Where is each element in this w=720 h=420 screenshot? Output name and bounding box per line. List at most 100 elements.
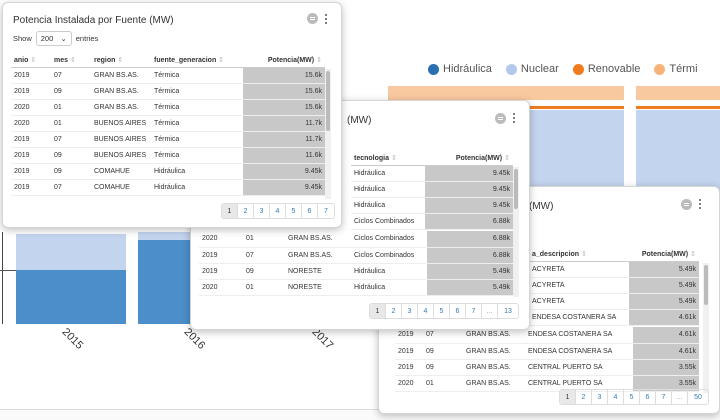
- column-header-mes[interactable]: mes ⇕: [51, 53, 91, 68]
- column-header-region[interactable]: region ⇕: [91, 53, 151, 68]
- table-row: 2019 09 GRAN BS.AS. ENDESA COSTANERA SA 4.61…: [395, 343, 699, 360]
- column-header[interactable]: Potencia(MW) ⇕: [629, 247, 699, 262]
- filter-icon[interactable]: [495, 113, 506, 124]
- legend-item-termica[interactable]: Térmi: [654, 63, 698, 75]
- table-row: 2019 09 COMAHUE Hidráulica 9.45k: [11, 163, 325, 180]
- page-button[interactable]: 3: [592, 390, 608, 404]
- y-axis: [2, 232, 3, 324]
- page-button[interactable]: 4: [270, 204, 286, 218]
- column-header[interactable]: tecnologia ⇕: [351, 151, 425, 166]
- pagination: 1 2 3 4 5 6 7 ... 50: [559, 389, 709, 405]
- page-ellipsis: ...: [482, 304, 498, 318]
- column-header-potencia[interactable]: Potencia(MW) ⇕: [243, 53, 325, 68]
- chart-bar-hidraulica: [138, 240, 198, 324]
- more-options-icon[interactable]: [325, 14, 328, 26]
- data-table: 2020 01 GRAN BS.AS. Ciclos Combinados 6.88k …: [199, 231, 513, 296]
- entries-label: entries: [75, 34, 99, 43]
- chart-bar-termica: [388, 86, 624, 100]
- page-button[interactable]: 6: [302, 204, 318, 218]
- legend-dot: [505, 63, 517, 75]
- legend-label: Hidráulica: [443, 63, 492, 75]
- legend-label: Renovable: [587, 63, 641, 75]
- table-row: 2020 01 GRAN BS.AS. Térmica 15.6k: [11, 99, 325, 116]
- page-button[interactable]: 6: [450, 304, 466, 318]
- table-row: Hidráulica 9.45k: [351, 181, 513, 198]
- filter-icon[interactable]: [307, 13, 318, 24]
- page-button[interactable]: 13: [504, 307, 512, 315]
- table-row: Hidráulica 9.45k: [351, 165, 513, 182]
- page-button[interactable]: 1: [560, 390, 576, 404]
- column-header[interactable]: Potencia(MW) ⇕: [425, 151, 513, 166]
- page-button[interactable]: 1: [222, 204, 238, 218]
- table-row: 2019 09 GRAN BS.AS. Térmica 15.6k: [11, 83, 325, 100]
- chart-bar-renovable: [636, 106, 720, 109]
- chart-bar-termica: [636, 86, 720, 100]
- table-row: 2020 01 BUENOS AIRES Térmica 11.7k: [11, 115, 325, 132]
- page-button[interactable]: 50: [694, 393, 702, 401]
- table-card-fuente: Potencia Instalada por Fuente (MW) Show …: [2, 2, 342, 228]
- page-button[interactable]: 2: [386, 304, 402, 318]
- card-title: (MW): [347, 115, 372, 126]
- data-table: tecnologia ⇕ Potencia(MW) ⇕ Hidráulica 9.45k…: [351, 151, 513, 230]
- page-ellipsis: ...: [672, 390, 688, 404]
- table-row: ACYRETA 5.49k: [529, 277, 699, 294]
- table-row: 2019 07 BUENOS AIRES Térmica 11.7k: [11, 131, 325, 148]
- more-options-icon[interactable]: [513, 113, 516, 125]
- chart-bar-nuclear: [16, 234, 126, 270]
- table-scrollbar[interactable]: [325, 69, 331, 199]
- table-row: ENDESA COSTANERA SA 4.61k: [529, 309, 699, 326]
- page-length-control: Show 200 ⌄ entries: [13, 31, 98, 46]
- data-table: 2019 07 GRAN BS.AS. ENDESA COSTANERA SA 4.61…: [395, 327, 699, 392]
- card-title: (MW): [529, 201, 554, 212]
- entries-select[interactable]: 200 ⌄: [35, 31, 72, 46]
- table-row: 2019 09 BUENOS AIRES Térmica 11.6k: [11, 147, 325, 164]
- entries-value: 200: [40, 34, 54, 43]
- page-button[interactable]: 7: [324, 207, 328, 215]
- page-button[interactable]: 4: [418, 304, 434, 318]
- table-scrollbar[interactable]: [513, 167, 519, 297]
- page-button[interactable]: 3: [254, 204, 270, 218]
- column-header[interactable]: a_descripcion ⇕: [529, 247, 629, 262]
- page-button[interactable]: 4: [608, 390, 624, 404]
- legend-item-nuclear[interactable]: Nuclear: [505, 63, 559, 75]
- table-scrollbar[interactable]: [703, 263, 709, 393]
- table-row: 2020 01 GRAN BS.AS. CENTRAL PUERTO SA 3.55k: [395, 375, 699, 392]
- column-header-fuente[interactable]: fuente_generacion ⇕: [151, 53, 243, 68]
- filter-icon[interactable]: [681, 199, 692, 210]
- chart-bar-hidraulica: [16, 270, 126, 324]
- chart-legend: Hidráulica Nuclear Renovable Térmi: [428, 63, 698, 75]
- legend-dot: [572, 63, 584, 75]
- data-table: a_descripcion ⇕ Potencia(MW) ⇕ ACYRETA 5.49k…: [529, 247, 699, 326]
- page-button[interactable]: 5: [434, 304, 450, 318]
- data-table: anio ⇕ mes ⇕ region ⇕ fuente_generacion ⇕ Po…: [11, 53, 325, 196]
- table-row: 2020 01 NORESTE Hidráulica 5.49k: [199, 279, 513, 296]
- card-title: Potencia Instalada por Fuente (MW): [13, 15, 174, 26]
- page-button[interactable]: 5: [286, 204, 302, 218]
- chart-bar-nuclear: [138, 232, 198, 240]
- page-button[interactable]: 3: [402, 304, 418, 318]
- table-row: 2019 09 NORESTE Hidráulica 5.49k: [199, 263, 513, 280]
- table-row: 2020 01 GRAN BS.AS. Ciclos Combinados 6.88k: [199, 231, 513, 248]
- page-button[interactable]: 1: [370, 304, 386, 318]
- table-row: 2019 07 GRAN BS.AS. ENDESA COSTANERA SA 4.61…: [395, 327, 699, 344]
- page-button[interactable]: 7: [656, 390, 672, 404]
- legend-item-hidraulica[interactable]: Hidráulica: [428, 63, 492, 75]
- page-button[interactable]: 5: [624, 390, 640, 404]
- column-header-anio[interactable]: anio ⇕: [11, 53, 51, 68]
- table-row: 2019 07 GRAN BS.AS. Térmica 15.6k: [11, 67, 325, 84]
- show-label: Show: [13, 34, 32, 43]
- page-button[interactable]: 6: [640, 390, 656, 404]
- page-button[interactable]: 7: [466, 304, 482, 318]
- table-row: Hidráulica 9.45k: [351, 197, 513, 214]
- page-button[interactable]: 2: [576, 390, 592, 404]
- legend-label: Nuclear: [520, 63, 559, 75]
- table-row: 2019 07 COMAHUE Hidráulica 9.45k: [11, 179, 325, 196]
- legend-item-renovable[interactable]: Renovable: [572, 63, 641, 75]
- chevron-down-icon: ⌄: [60, 34, 67, 43]
- page-button[interactable]: 2: [238, 204, 254, 218]
- legend-dot: [654, 63, 666, 75]
- table-row: ACYRETA 5.49k: [529, 293, 699, 310]
- more-options-icon[interactable]: [699, 199, 702, 211]
- pagination: 1 2 3 4 5 6 7: [221, 203, 335, 219]
- table-row: ACYRETA 5.49k: [529, 261, 699, 278]
